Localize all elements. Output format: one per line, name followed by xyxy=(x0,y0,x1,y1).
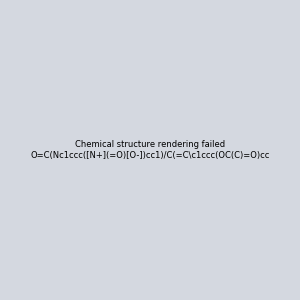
Text: Chemical structure rendering failed
O=C(Nc1ccc([N+](=O)[O-])cc1)/C(=C\c1ccc(OC(C: Chemical structure rendering failed O=C(… xyxy=(30,140,270,160)
